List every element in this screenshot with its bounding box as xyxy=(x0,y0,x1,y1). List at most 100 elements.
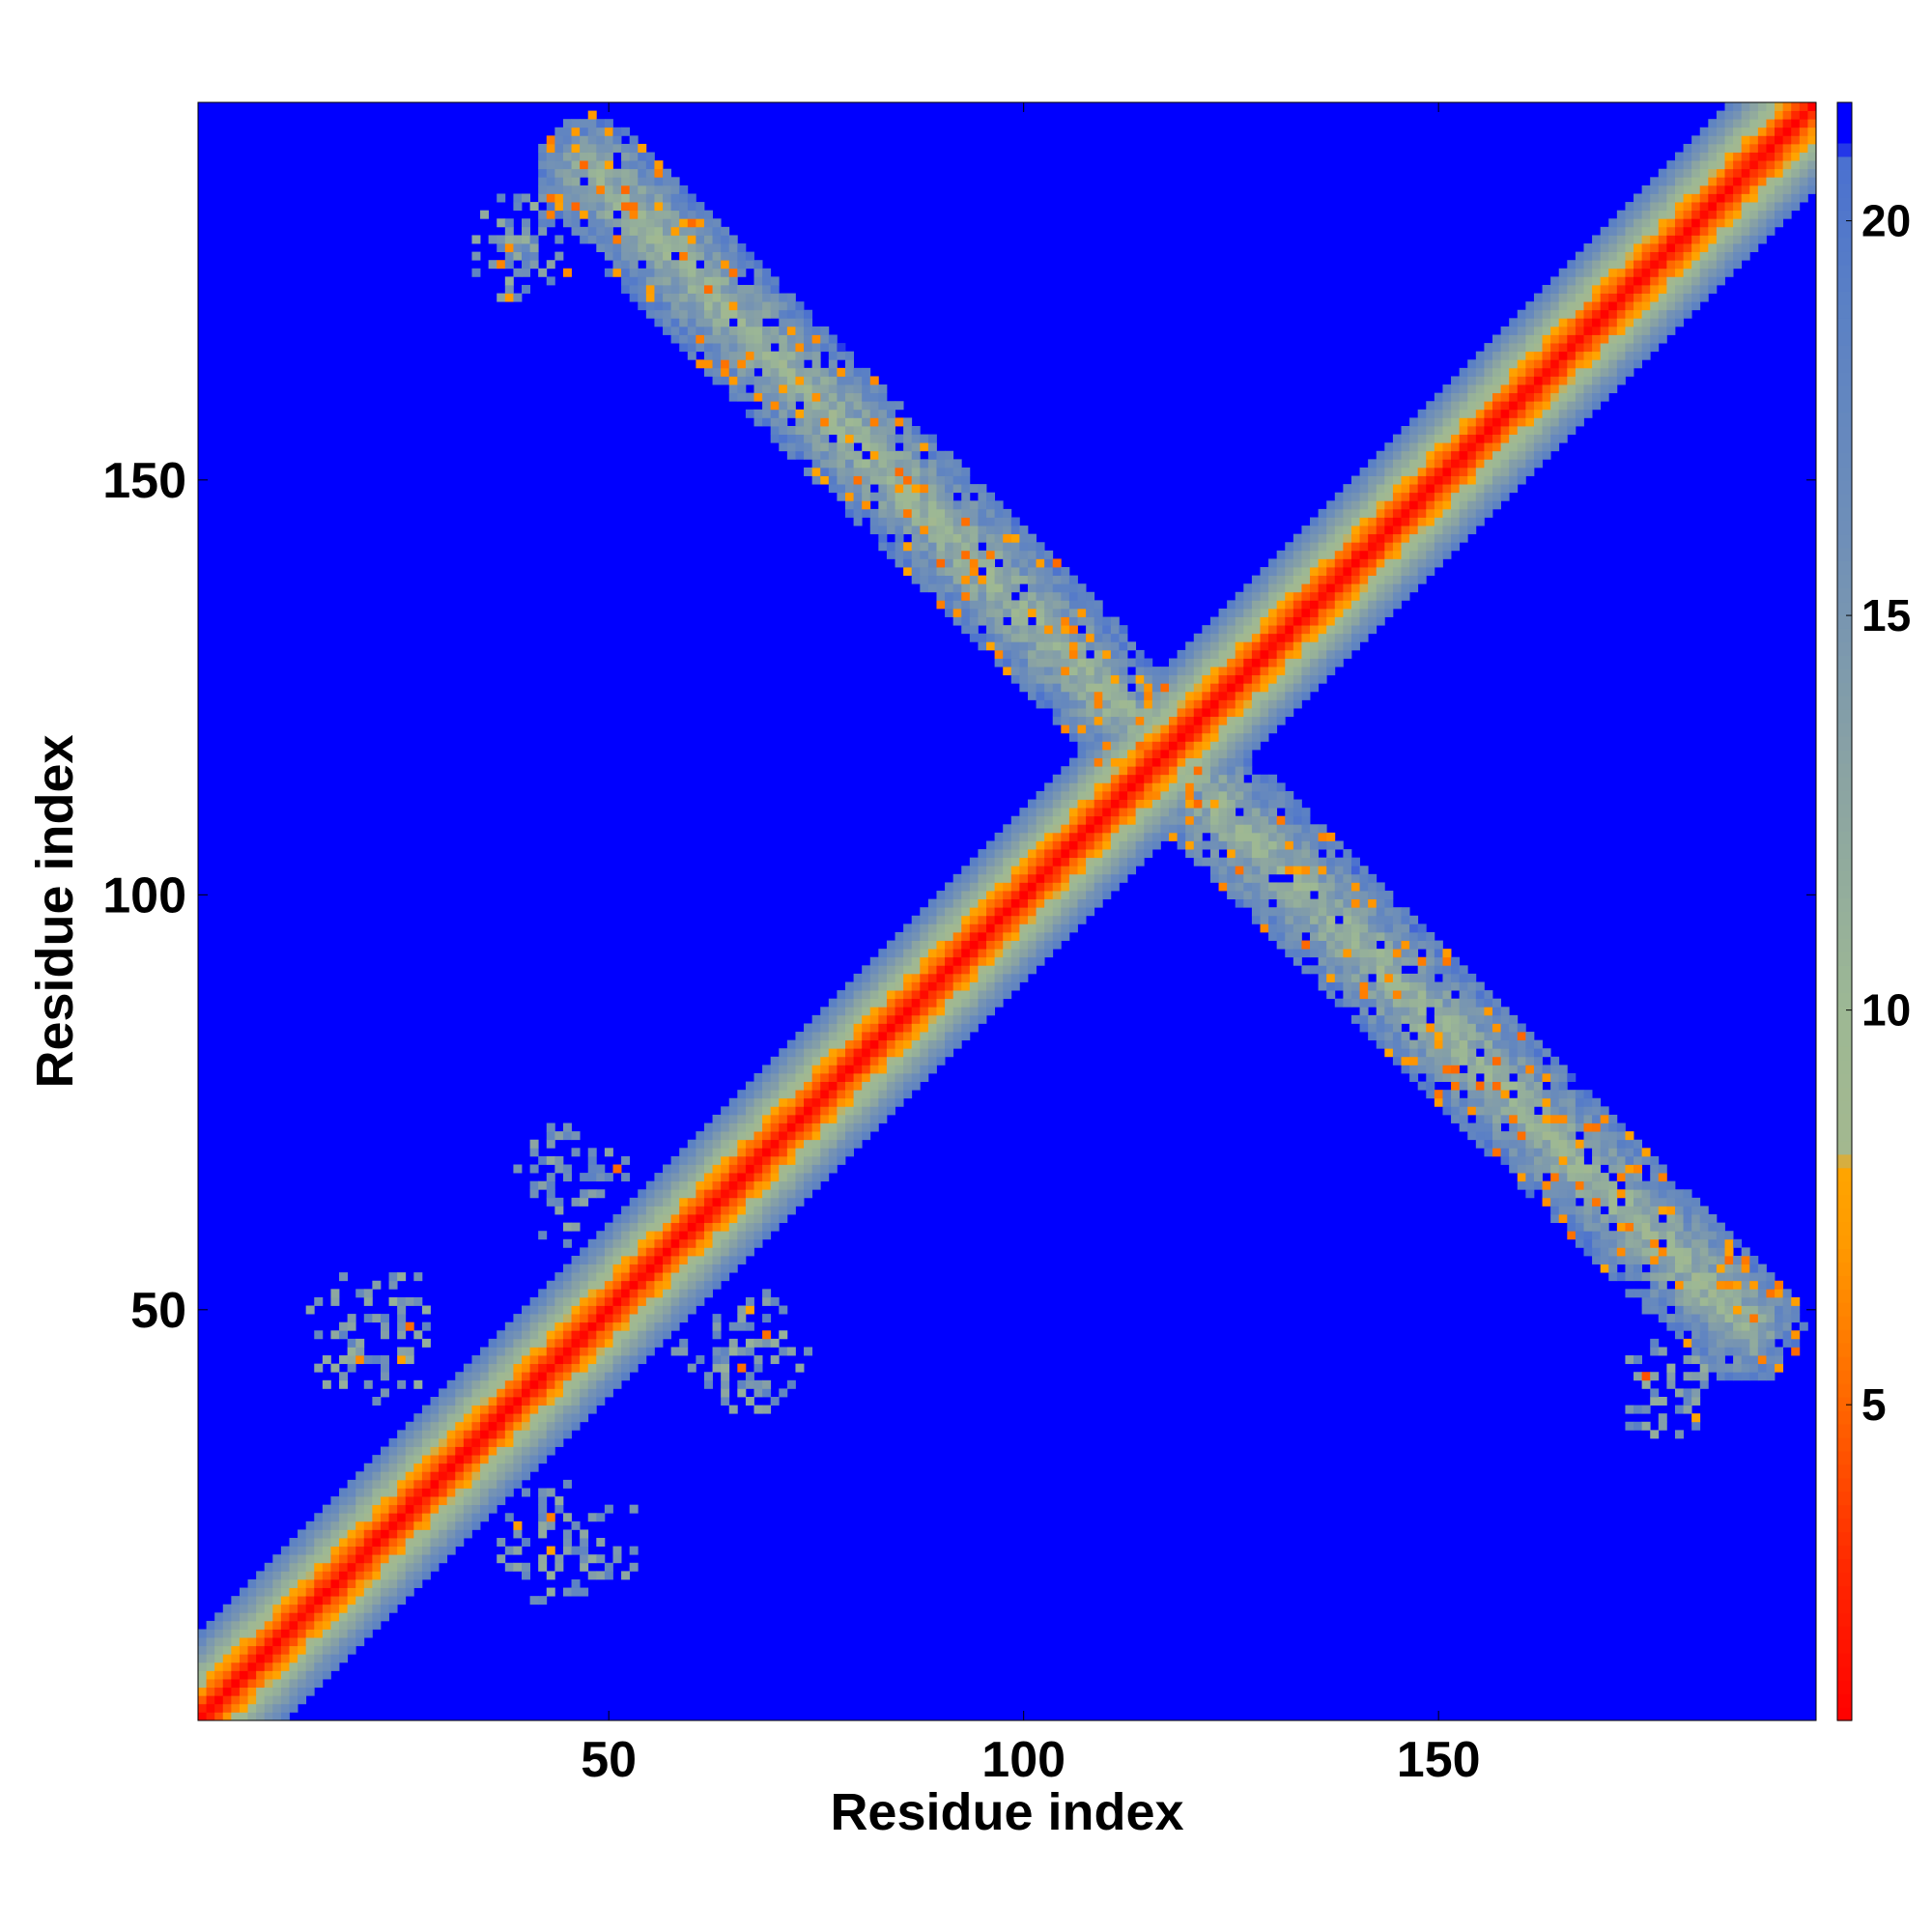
heatmap-cell xyxy=(728,384,738,394)
heatmap-cell xyxy=(1019,915,1029,924)
heatmap-cell xyxy=(272,1712,282,1721)
heatmap-cell xyxy=(1019,649,1029,659)
heatmap-cell xyxy=(497,1455,506,1464)
heatmap-cell xyxy=(952,550,962,559)
heatmap-cell xyxy=(969,882,979,892)
heatmap-cell xyxy=(1384,517,1394,526)
heatmap-cell xyxy=(638,202,647,212)
heatmap-cell xyxy=(1218,750,1228,758)
heatmap-cell xyxy=(945,965,954,975)
heatmap-cell xyxy=(1384,583,1394,593)
heatmap-cell xyxy=(869,981,879,991)
heatmap-cell xyxy=(289,1596,298,1605)
heatmap-cell xyxy=(1202,750,1211,758)
heatmap-cell xyxy=(538,160,548,170)
heatmap-cell xyxy=(779,1056,788,1065)
heatmap-cell xyxy=(828,467,838,476)
heatmap-cell xyxy=(554,202,564,212)
heatmap-cell xyxy=(811,1065,821,1074)
heatmap-cell xyxy=(1268,882,1278,892)
heatmap-cell xyxy=(638,185,647,194)
heatmap-cell xyxy=(413,1538,423,1548)
heatmap-cell xyxy=(1209,832,1219,841)
heatmap-cell xyxy=(837,1155,846,1165)
heatmap-cell xyxy=(1202,699,1211,709)
heatmap-cell xyxy=(1010,608,1020,617)
heatmap-cell xyxy=(1318,832,1327,841)
heatmap-cell xyxy=(1027,956,1037,966)
heatmap-cell xyxy=(1202,658,1211,668)
heatmap-cell xyxy=(612,135,622,145)
heatmap-cell xyxy=(1293,616,1302,626)
heatmap-cell xyxy=(372,1520,382,1530)
heatmap-cell xyxy=(1285,799,1294,809)
heatmap-cell xyxy=(538,1520,548,1530)
heatmap-cell xyxy=(663,1238,672,1248)
heatmap-cell xyxy=(1218,866,1228,875)
heatmap-cell xyxy=(1193,649,1203,659)
heatmap-cell xyxy=(1227,674,1236,684)
heatmap-cell xyxy=(604,1238,613,1248)
heatmap-cell xyxy=(587,1554,597,1564)
heatmap-cell xyxy=(298,1637,307,1647)
heatmap-cell xyxy=(363,1612,373,1622)
heatmap-cell xyxy=(638,1247,647,1257)
heatmap-cell xyxy=(1235,866,1244,875)
heatmap-cell xyxy=(1326,583,1336,593)
heatmap-cell xyxy=(994,526,1004,535)
heatmap-cell xyxy=(571,185,581,194)
heatmap-cell xyxy=(853,1090,863,1099)
heatmap-cell xyxy=(969,533,979,543)
heatmap-cell xyxy=(779,1065,788,1074)
heatmap-cell xyxy=(1318,940,1327,950)
heatmap-cell xyxy=(1094,849,1103,859)
heatmap-cell xyxy=(1293,832,1302,841)
heatmap-cell xyxy=(1368,508,1378,518)
heatmap-cell xyxy=(488,1455,497,1464)
heatmap-cell xyxy=(654,1238,664,1248)
heatmap-cell xyxy=(753,384,763,394)
heatmap-cell xyxy=(1068,633,1078,642)
heatmap-cell xyxy=(612,1347,622,1356)
heatmap-cell xyxy=(745,1180,754,1190)
heatmap-cell xyxy=(621,1330,631,1340)
heatmap-cell xyxy=(1160,691,1170,700)
heatmap-cell xyxy=(214,1645,224,1655)
heatmap-cell xyxy=(1251,724,1261,734)
heatmap-cell xyxy=(214,1703,224,1713)
heatmap-cell xyxy=(405,1513,414,1522)
heatmap-cell xyxy=(1401,1065,1410,1074)
heatmap-cell xyxy=(936,508,946,518)
heatmap-cell xyxy=(770,1355,780,1365)
heatmap-cell xyxy=(355,1504,365,1514)
heatmap-cell xyxy=(1310,840,1320,850)
heatmap-cell xyxy=(1285,575,1294,584)
heatmap-cell xyxy=(629,160,639,170)
heatmap-cell xyxy=(811,1081,821,1091)
heatmap-cell xyxy=(878,450,888,460)
heatmap-cell xyxy=(529,1446,539,1456)
heatmap-cell xyxy=(911,508,921,518)
heatmap-cell xyxy=(1027,567,1037,577)
heatmap-cell xyxy=(903,1007,913,1016)
heatmap-cell xyxy=(1010,526,1020,535)
heatmap-cell xyxy=(869,1081,879,1091)
heatmap-cell xyxy=(1285,866,1294,875)
heatmap-cell xyxy=(1301,873,1311,883)
heatmap-cell xyxy=(1003,965,1012,975)
heatmap-cell xyxy=(903,1032,913,1041)
heatmap-cell xyxy=(305,1604,315,1613)
heatmap-cell xyxy=(895,1032,904,1041)
heatmap-cell xyxy=(604,243,613,253)
heatmap-cell xyxy=(1135,832,1145,841)
heatmap-cell xyxy=(927,1065,937,1074)
heatmap-cell xyxy=(721,1139,730,1149)
heatmap-cell xyxy=(380,1612,389,1622)
heatmap-cell xyxy=(663,1206,672,1215)
heatmap-cell xyxy=(878,1039,888,1049)
heatmap-cell xyxy=(670,334,680,344)
heatmap-cell xyxy=(663,251,672,261)
heatmap-cell xyxy=(305,1562,315,1572)
heatmap-cell xyxy=(886,442,895,452)
heatmap-cell xyxy=(580,1296,589,1306)
